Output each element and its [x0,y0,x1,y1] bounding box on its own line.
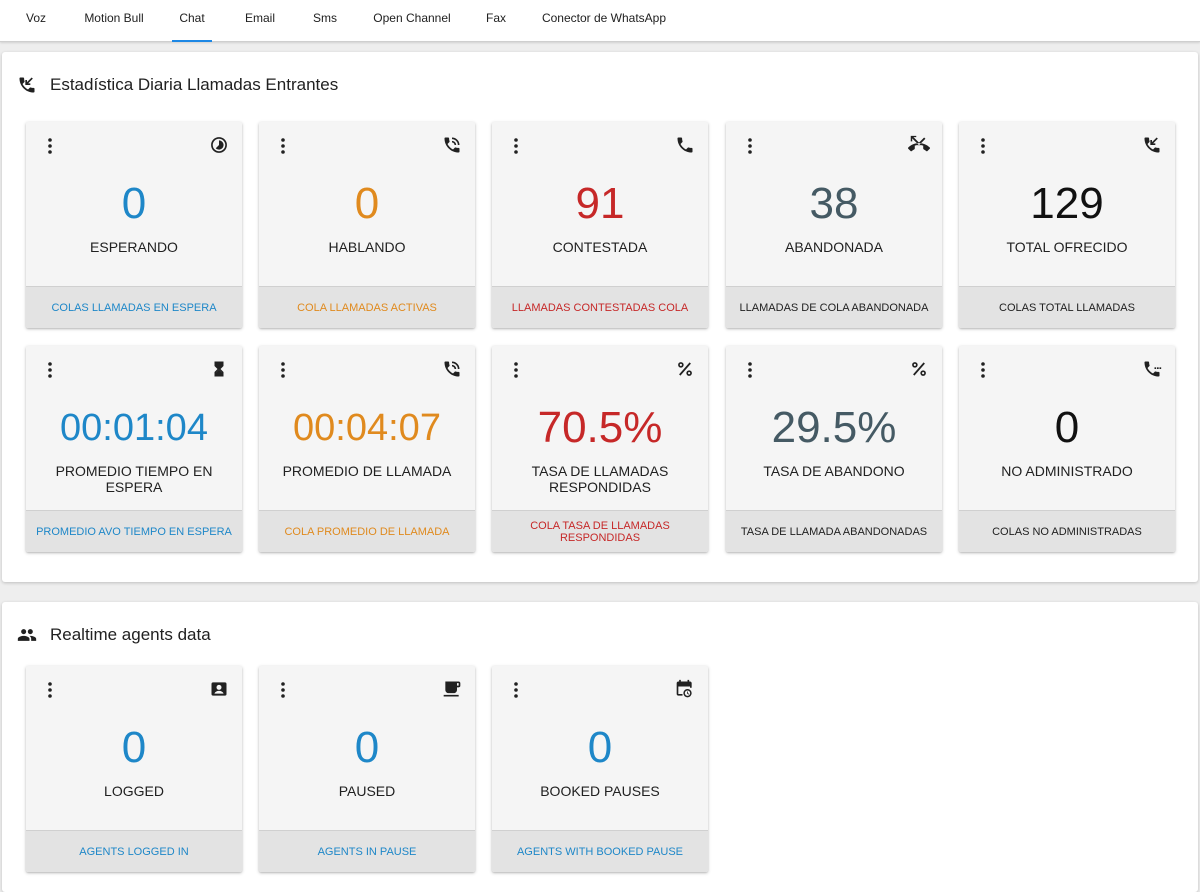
stat-label: ESPERANDO [90,239,178,255]
tab-fax[interactable]: Fax [485,11,506,25]
phone-paused-icon [1141,358,1163,380]
tab-conector-whatsapp[interactable]: Conector de WhatsApp [541,11,667,25]
more-vert-icon[interactable] [508,136,524,156]
tab-motion-bull[interactable]: Motion Bull [84,11,144,25]
more-vert-icon[interactable] [508,680,524,700]
stat-footer-link[interactable]: COLA LLAMADAS ACTIVAS [259,286,475,328]
stat-label: BOOKED PAUSES [540,783,660,799]
coffee-icon [441,678,463,700]
stat-label: LOGGED [104,783,164,799]
more-vert-icon[interactable] [42,360,58,380]
stat-card: 91 CONTESTADA LLAMADAS CONTESTADAS COLA [492,122,708,328]
stat-footer-link[interactable]: COLA PROMEDIO DE LLAMADA [259,510,475,552]
stat-value: 29.5% [771,403,897,452]
stat-footer-link[interactable]: TASA DE LLAMADA ABANDONADAS [726,510,942,552]
stat-label: PROMEDIO DE LLAMADA [282,463,452,479]
stat-value: 38 [809,179,859,228]
panel-title: Estadística Diaria Llamadas Entrantes [50,75,339,94]
stat-card: 0 PAUSED AGENTS IN PAUSE [259,666,475,872]
stat-card: 38 ABANDONADA LLAMADAS DE COLA ABANDONADA [726,122,942,328]
stat-footer-link[interactable]: AGENTS IN PAUSE [259,830,475,872]
stat-value: 0 [587,723,613,772]
stat-label: PROMEDIO TIEMPO EN ESPERA [55,463,213,495]
realtime-agents-panel: Realtime agents data 0 LOGGED AGENTS LOGGE… [2,602,1198,892]
more-vert-icon[interactable] [742,360,758,380]
stat-value: 00:01:04 [60,407,208,449]
tab-email[interactable]: Email [244,11,275,25]
tab-open-channel[interactable]: Open Channel [373,11,451,25]
call-missed-icon [908,134,930,156]
stat-card: 00:04:07 PROMEDIO DE LLAMADA COLA PROMEDIO… [259,346,475,552]
stat-value: 129 [1030,179,1104,228]
more-vert-icon[interactable] [508,360,524,380]
stat-value: 00:04:07 [293,407,441,449]
stat-label: PAUSED [338,783,396,799]
stat-card: 70.5% TASA DE LLAMADAS RESPONDIDAS COLA TA… [492,346,708,552]
more-vert-icon[interactable] [275,360,291,380]
percent-icon [674,358,696,380]
hourglass-icon [208,358,230,380]
more-vert-icon[interactable] [742,136,758,156]
stat-label: ABANDONADA [784,239,884,255]
stat-footer-link[interactable]: COLA TASA DE LLAMADAS RESPONDIDAS [492,510,708,552]
contact-card-icon [208,678,230,700]
stat-label: HABLANDO [328,239,406,255]
stat-label: CONTESTADA [552,239,648,255]
stat-footer-link[interactable]: LLAMADAS DE COLA ABANDONADA [726,286,942,328]
phone-in-talk-icon [441,134,463,156]
panel-header: Estadística Diaria Llamadas Entrantes [16,74,338,96]
incoming-calls-stats-panel: Estadística Diaria Llamadas Entrantes 0 E… [2,52,1198,582]
stat-footer-link[interactable]: PROMEDIO AVO TIEMPO EN ESPERA [26,510,242,552]
stat-card: 29.5% TASA DE ABANDONO TASA DE LLAMADA ABA… [726,346,942,552]
stat-label: TASA DE ABANDONO [763,463,905,479]
calendar-clock-icon [674,678,696,700]
stat-card: 00:01:04 PROMEDIO TIEMPO EN ESPERA PROMEDI… [26,346,242,552]
channel-tab-bar: Voz Motion Bull Chat Email Sms Open Chan… [0,0,1200,42]
phone-in-talk-icon [441,358,463,380]
phone-callback-icon [16,74,38,96]
stat-footer-link[interactable]: COLAS LLAMADAS EN ESPERA [26,286,242,328]
stat-card: 0 HABLANDO COLA LLAMADAS ACTIVAS [259,122,475,328]
phone-callback-icon [1141,134,1163,156]
more-vert-icon[interactable] [975,136,991,156]
stat-footer-link[interactable]: LLAMADAS CONTESTADAS COLA [492,286,708,328]
stat-label: NO ADMINISTRADO [1001,463,1133,479]
timelapse-icon [208,134,230,156]
people-icon [16,624,38,646]
stat-card: 0 BOOKED PAUSES AGENTS WITH BOOKED PAUSE [492,666,708,872]
stat-card: 129 TOTAL OFRECIDO COLAS TOTAL LLAMADAS [959,122,1175,328]
stat-value: 70.5% [537,403,663,452]
stat-footer-link[interactable]: COLAS NO ADMINISTRADAS [959,510,1175,552]
stat-value: 0 [354,723,380,772]
stat-footer-link[interactable]: COLAS TOTAL LLAMADAS [959,286,1175,328]
tab-chat[interactable]: Chat [172,0,212,42]
stat-card: 0 ESPERANDO COLAS LLAMADAS EN ESPERA [26,122,242,328]
tab-voz[interactable]: Voz [25,11,46,25]
stat-value: 0 [121,723,147,772]
stat-label: TASA DE LLAMADAS RESPONDIDAS [531,463,669,495]
percent-icon [908,358,930,380]
more-vert-icon[interactable] [275,136,291,156]
stat-card: 0 NO ADMINISTRADO COLAS NO ADMINISTRADAS [959,346,1175,552]
stat-card: 0 LOGGED AGENTS LOGGED IN [26,666,242,872]
stat-footer-link[interactable]: AGENTS LOGGED IN [26,830,242,872]
stat-label: TOTAL OFRECIDO [1006,239,1128,255]
stat-value: 0 [121,179,147,228]
stat-value: 0 [1054,403,1080,452]
panel-header: Realtime agents data [16,624,211,646]
panel-title: Realtime agents data [50,625,211,644]
tab-sms[interactable]: Sms [313,11,337,25]
more-vert-icon[interactable] [275,680,291,700]
more-vert-icon[interactable] [975,360,991,380]
stat-footer-link[interactable]: AGENTS WITH BOOKED PAUSE [492,830,708,872]
stat-value: 91 [575,179,625,228]
more-vert-icon[interactable] [42,136,58,156]
phone-icon [674,134,696,156]
more-vert-icon[interactable] [42,680,58,700]
stat-value: 0 [354,179,380,228]
